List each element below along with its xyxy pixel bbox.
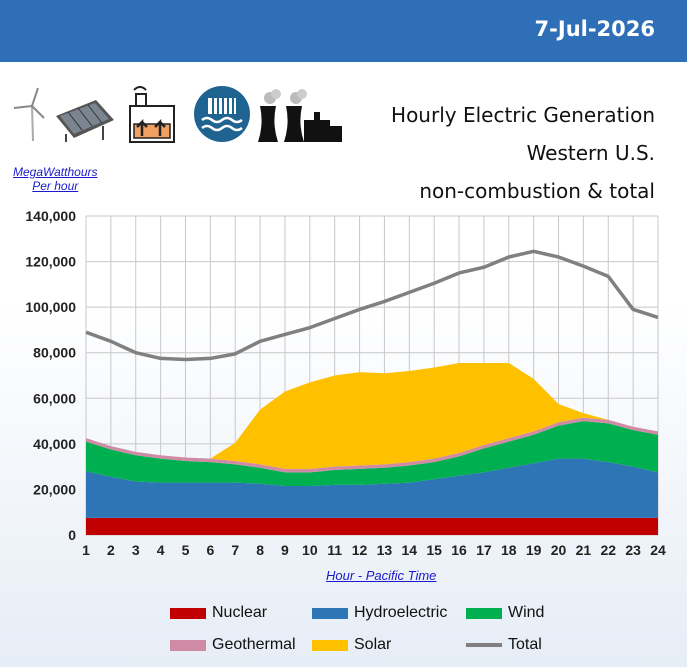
legend-swatch-total [466,643,502,647]
area-hydro [86,458,658,518]
x-tick-label: 11 [327,542,342,558]
legend-label-total: Total [508,636,542,653]
legend-label-solar: Solar [354,636,392,653]
x-tick-label: 12 [352,542,368,558]
legend-item-wind: Wind [466,604,544,622]
area-solar [86,362,658,469]
legend-swatch-hydro [312,607,348,619]
x-tick-label: 4 [157,542,165,558]
y-tick-label: 140,000 [25,208,76,224]
legend-label-geothermal: Geothermal [212,636,296,653]
y-tick-label: 40,000 [33,436,76,452]
x-tick-label: 19 [526,542,542,558]
x-tick-label: 14 [402,542,418,558]
legend-swatch-geothermal [170,639,206,651]
x-tick-label: 20 [551,542,567,558]
legend-item-geothermal: Geothermal [170,636,296,654]
geothermal-plant-icon [129,86,175,143]
legend-label-nuclear: Nuclear [212,604,268,621]
wind-turbine-icon [13,87,45,142]
legend-item-total: Total [466,636,542,654]
unit-label: MegaWatthours Per hour [13,165,98,193]
y-tick-label: 120,000 [25,254,76,270]
x-tick-label: 16 [451,542,467,558]
hydro-dam-icon [194,86,250,142]
y-tick-label: 100,000 [25,299,76,315]
energy-icons [13,86,342,143]
stacked-areas [86,362,658,535]
y-tick-label: 60,000 [33,390,76,406]
x-tick-label: 3 [132,542,140,558]
unit-label-line-2: Per hour [32,179,79,193]
x-tick-label: 2 [107,542,115,558]
line-total [85,249,659,362]
y-tick-label: 0 [68,527,76,543]
unit-label-line-1: MegaWatthours [13,165,98,179]
report-date: 7-Jul-2026 [534,17,655,41]
x-tick-label: 24 [650,542,666,558]
x-tick-label: 9 [281,542,289,558]
y-tick-label: 20,000 [33,481,76,497]
solar-panel-icon [56,100,114,142]
legend-label-hydro: Hydroelectric [354,604,448,621]
x-tick-label: 8 [256,542,264,558]
x-tick-label: 1 [82,542,90,558]
legend-item-hydro: Hydroelectric [312,604,447,622]
legend-label-wind: Wind [508,604,545,621]
generation-chart: 0 20,000 40,000 60,000 80,000 100,000 120,000 1… [25,208,666,558]
x-tick-label: 17 [476,542,492,558]
legend-item-solar: Solar [312,636,391,654]
x-tick-label: 22 [600,542,616,558]
x-tick-label: 6 [206,542,214,558]
area-nuclear [86,517,658,535]
legend: Nuclear Hydroelectric Wind Geothermal So… [170,600,590,664]
x-tick-label: 21 [576,542,592,558]
title-line-2: Western U.S. [526,141,655,165]
total-line [85,249,659,362]
title-line-3: non-combustion & total [419,179,655,203]
nuclear-plant-icon [258,89,342,142]
x-tick-label: 5 [182,542,190,558]
x-tick-label: 13 [377,542,393,558]
chart-title: Hourly Electric Generation Western U.S. … [391,96,655,210]
axes: 0 20,000 40,000 60,000 80,000 100,000 120,000 1… [25,208,666,558]
legend-item-nuclear: Nuclear [170,604,267,622]
x-axis-label: Hour - Pacific Time [326,568,437,583]
y-tick-label: 80,000 [33,345,76,361]
legend-swatch-solar [312,639,348,651]
x-tick-label: 23 [625,542,641,558]
x-tick-label: 18 [501,542,517,558]
x-tick-label: 10 [302,542,318,558]
legend-swatch-wind [466,607,502,619]
area-wind [86,421,658,487]
x-tick-label: 7 [231,542,239,558]
header-banner: 7-Jul-2026 [0,0,687,62]
title-line-1: Hourly Electric Generation [391,103,655,127]
x-tick-label: 15 [426,542,442,558]
legend-swatch-nuclear [170,607,206,619]
